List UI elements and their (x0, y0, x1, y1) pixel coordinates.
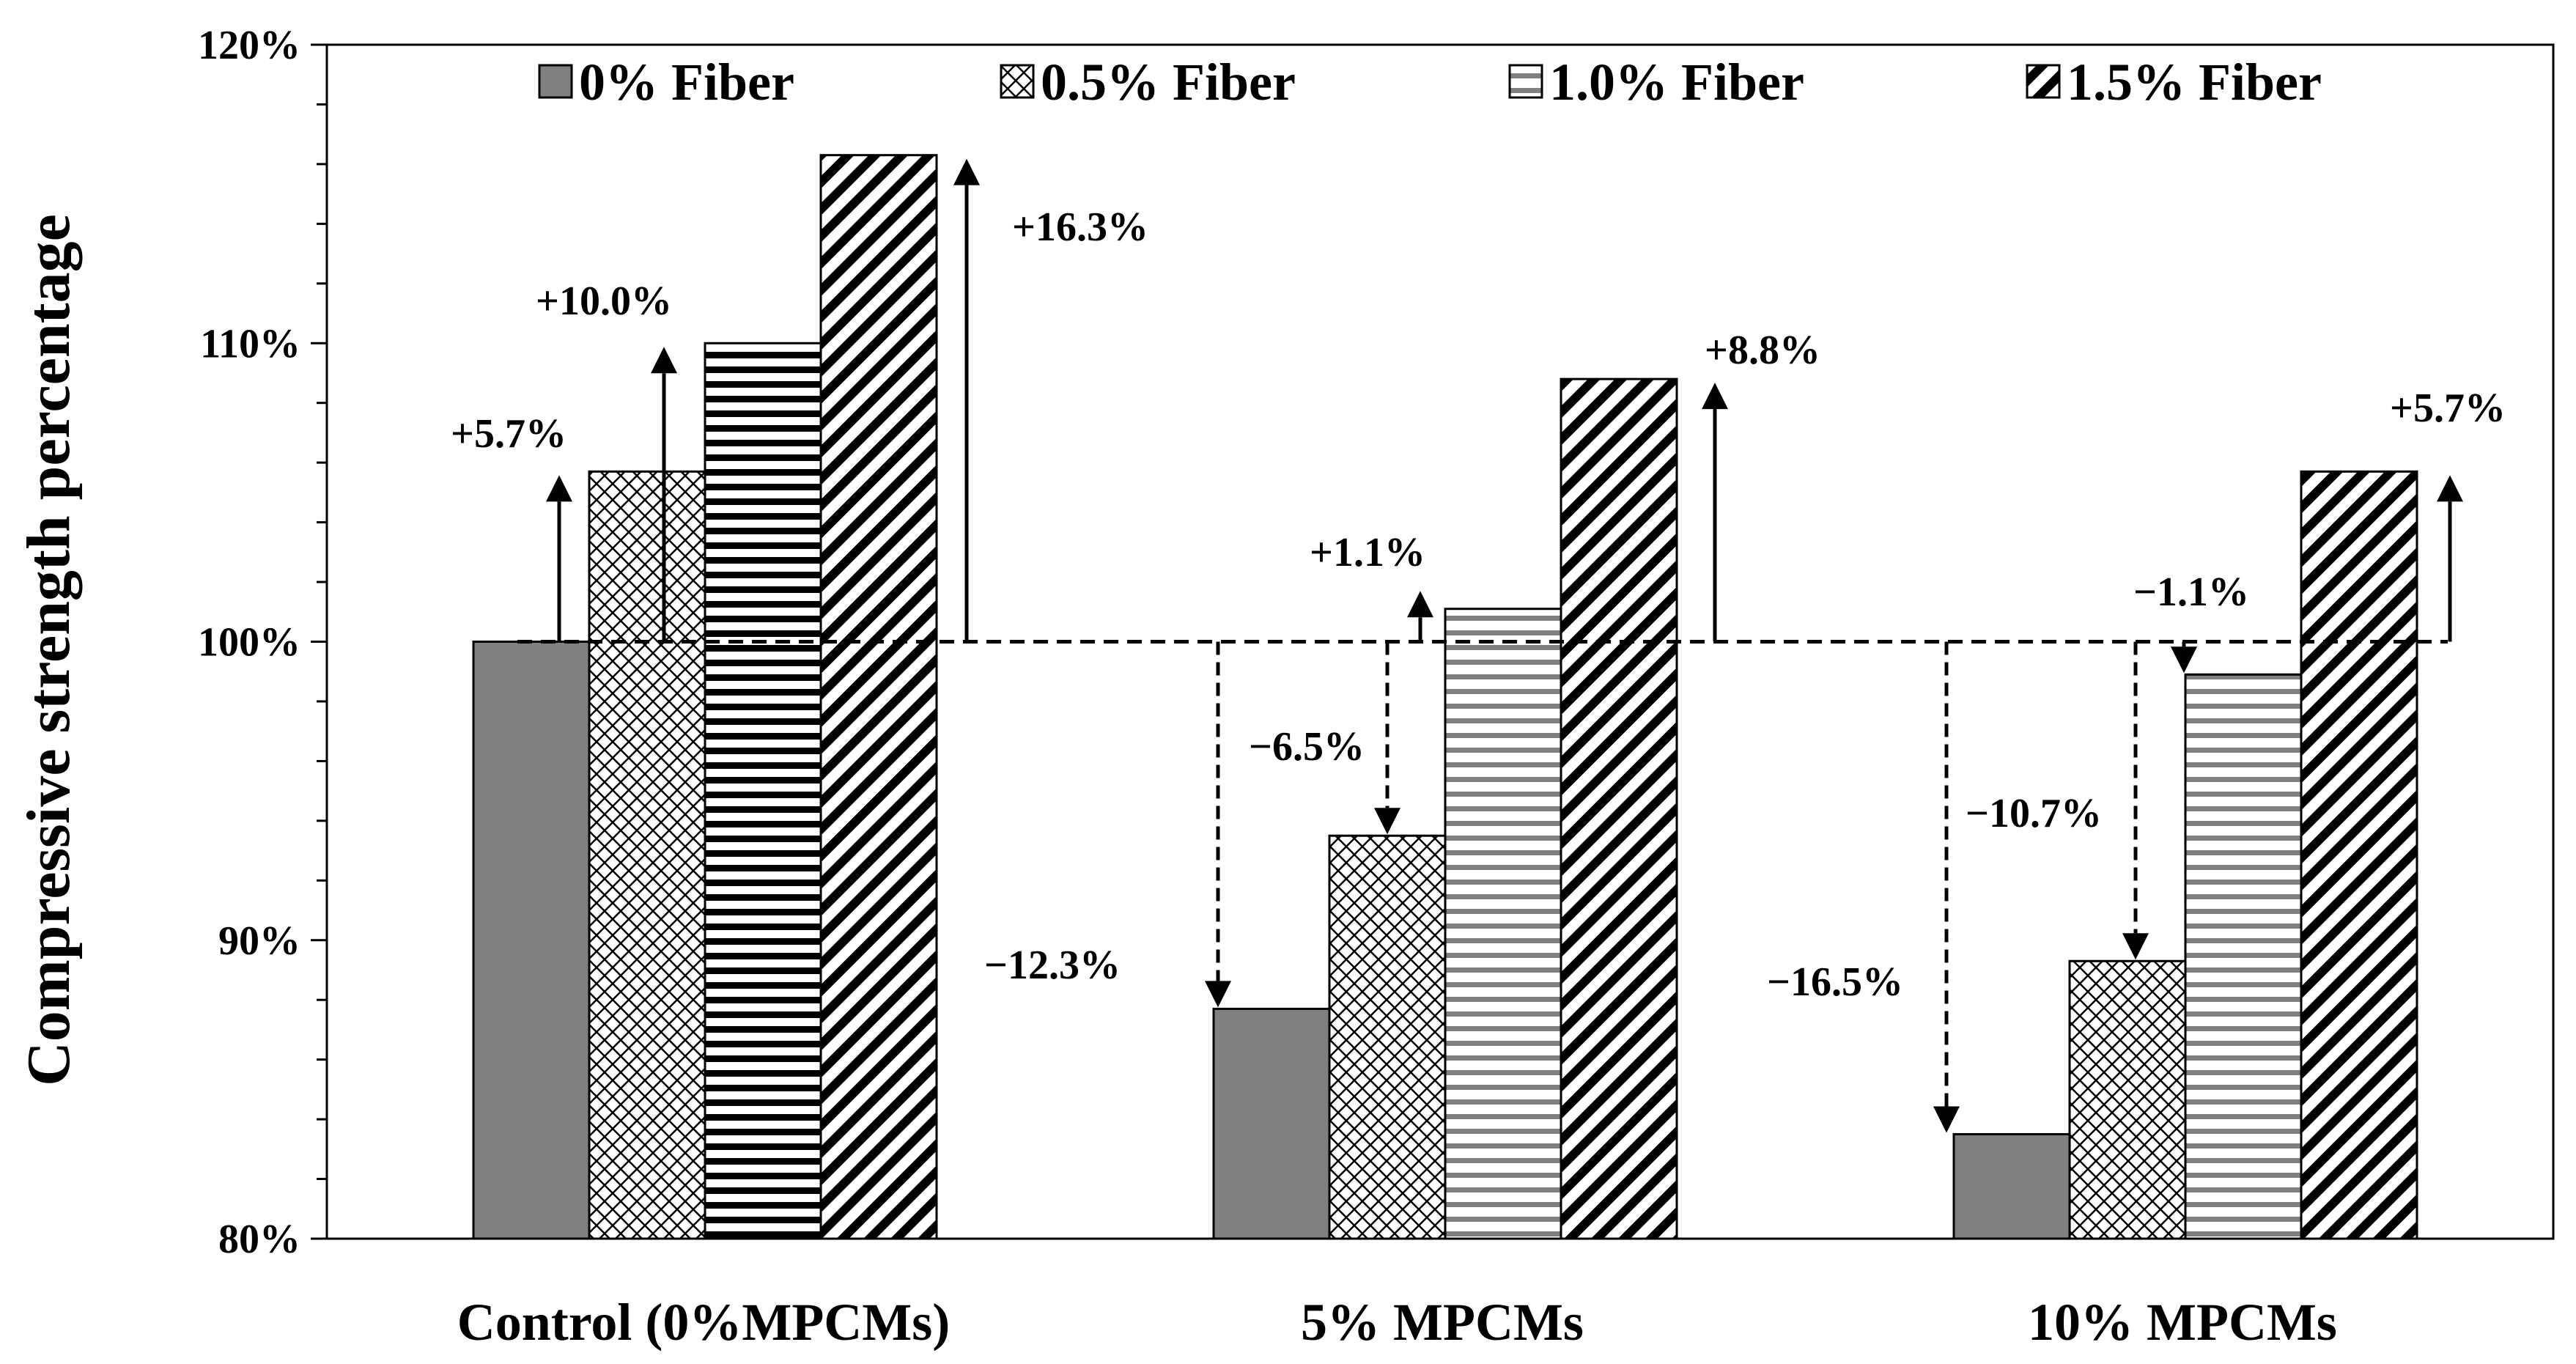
y-tick-label: 80% (218, 1217, 300, 1262)
bar-0-fiber-1 (1212, 1007, 1331, 1240)
annotation-arrow-head (1933, 1106, 1960, 1133)
annotation-label: +5.7% (451, 411, 567, 457)
bar-1-5-fiber-2 (2300, 470, 2418, 1240)
bar-1-0-fiber-2 (2184, 673, 2303, 1240)
annotation-label: −16.5% (1767, 959, 1903, 1005)
annotation-arrow-head (2171, 646, 2197, 674)
x-category-label: Control (0%MPCMs) (457, 1293, 951, 1352)
x-category-label: 10% MPCMs (2028, 1293, 2337, 1352)
bar-0-5-fiber-2 (2068, 959, 2187, 1240)
annotation-label: −12.3% (984, 943, 1121, 988)
legend-label: 1.5% Fiber (2067, 53, 2322, 111)
legend-swatch (1000, 64, 1035, 99)
annotation-label: −6.5% (1249, 724, 1365, 770)
annotation-arrow-head (1205, 981, 1231, 1008)
annotation-label: +10.0% (536, 279, 672, 324)
annotation-arrows: +5.7% +10.0% +16.3% −12.3% −6.5% +1.1% +8.8% −1… (451, 158, 2506, 1133)
y-axis: 80% 90% 100% 110% 120% (198, 23, 327, 1262)
y-tick-label: 90% (218, 918, 300, 964)
x-category-label: 5% MPCMs (1301, 1293, 1584, 1352)
annotation-arrow-head (1374, 808, 1400, 835)
annotation-label: +1.1% (1310, 530, 1425, 575)
legend-swatch (1508, 64, 1543, 99)
y-tick-label: 120% (198, 23, 300, 68)
annotation-arrow-head (651, 347, 677, 374)
y-tick-label: 100% (198, 620, 300, 666)
annotation-label: −1.1% (2133, 569, 2249, 615)
annotation-label: −10.7% (1966, 791, 2102, 836)
legend-swatch (2026, 64, 2061, 99)
annotation-arrow-head (2122, 933, 2149, 960)
annotation-label: +16.3% (1012, 204, 1148, 250)
legend-label: 0.5% Fiber (1041, 53, 1296, 111)
annotation-label: +5.7% (2390, 386, 2506, 431)
legend: 0% Fiber 0.5% Fiber 1.0% Fiber 1.5% Fiber (538, 53, 2322, 111)
bar-1-5-fiber-1 (1560, 377, 1678, 1240)
y-axis-title: Compressive strength percentage (15, 214, 83, 1086)
legend-swatch (538, 64, 573, 99)
bar-0-5-fiber-1 (1328, 834, 1447, 1240)
bar-1-0-fiber-1 (1444, 608, 1562, 1240)
annotation-arrow-head (953, 158, 980, 185)
bar-0-fiber-0 (472, 641, 591, 1240)
x-axis-categories: Control (0%MPCMs) 5% MPCMs 10% MPCMs (457, 1293, 2337, 1352)
annotation-arrow-head (1407, 591, 1433, 618)
annotation-arrow-head (1702, 383, 1728, 410)
bar-1-5-fiber-0 (819, 154, 938, 1240)
annotation-arrow-head (2437, 475, 2463, 502)
legend-label: 0% Fiber (579, 53, 794, 111)
bar-1-0-fiber-0 (704, 342, 822, 1240)
legend-label: 1.0% Fiber (1549, 53, 1804, 111)
y-tick-label: 110% (200, 321, 300, 366)
bar-0-fiber-2 (1952, 1132, 2071, 1240)
annotation-arrow-head (546, 475, 572, 502)
annotation-label: +8.8% (1705, 328, 1820, 373)
bar-0-5-fiber-0 (588, 470, 706, 1240)
bars (472, 154, 2418, 1240)
